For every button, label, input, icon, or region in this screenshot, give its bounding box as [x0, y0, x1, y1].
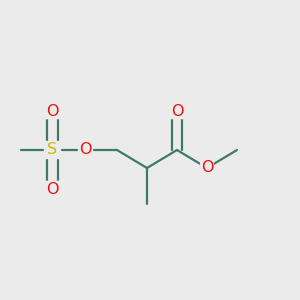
Text: S: S: [47, 142, 58, 158]
Text: O: O: [201, 160, 213, 175]
Text: O: O: [46, 182, 59, 196]
Text: O: O: [46, 103, 59, 118]
Text: O: O: [171, 103, 183, 118]
Text: O: O: [79, 142, 92, 158]
